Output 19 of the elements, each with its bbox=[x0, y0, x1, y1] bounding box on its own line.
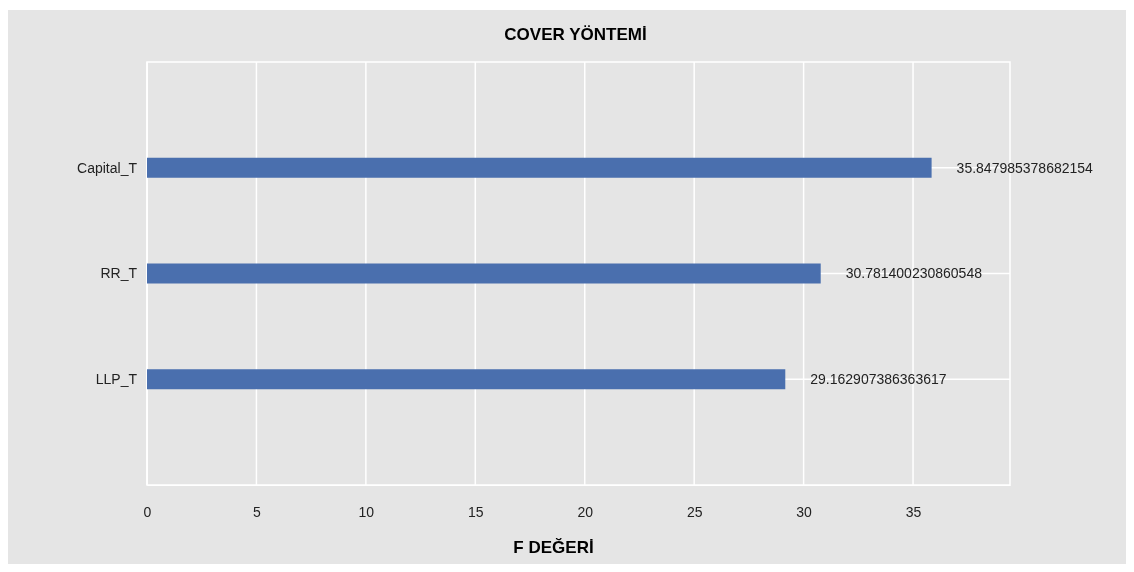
data-label: 35.847985378682154 bbox=[956, 159, 1094, 176]
x-tick-label: 5 bbox=[253, 503, 262, 520]
x-tick-label: 10 bbox=[358, 503, 375, 520]
x-tick-label: 15 bbox=[468, 503, 484, 520]
y-tick-label: RR_T bbox=[100, 265, 138, 282]
x-tick-label: 30 bbox=[796, 503, 813, 520]
y-tick-label: Capital_T bbox=[77, 159, 138, 176]
bar bbox=[147, 369, 786, 390]
y-tick-label: LLP_T bbox=[95, 371, 138, 388]
data-label: 30.781400230860548 bbox=[845, 265, 983, 282]
bar bbox=[147, 263, 821, 284]
chart-title: COVER YÖNTEMİ bbox=[504, 25, 647, 44]
data-label: 29.162907386363617 bbox=[810, 371, 947, 388]
x-axis-title: F DEĞERİ bbox=[513, 538, 594, 557]
x-tick-label: 25 bbox=[686, 503, 703, 520]
x-tick-label: 20 bbox=[577, 503, 594, 520]
bar bbox=[147, 157, 932, 178]
x-tick-label: 0 bbox=[143, 503, 152, 520]
x-tick-label: 35 bbox=[905, 503, 922, 520]
